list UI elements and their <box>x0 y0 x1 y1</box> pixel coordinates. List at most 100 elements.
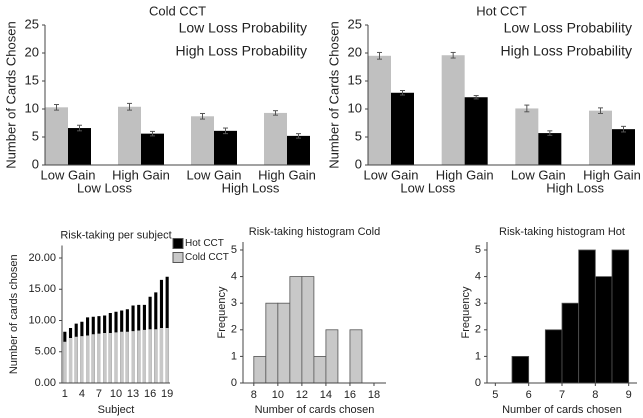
x-tick-label: 9 <box>626 389 632 401</box>
y-tick-label: 5 <box>32 128 39 143</box>
y-tick-label: 1 <box>231 350 237 362</box>
x-tick-label: Low Gain <box>511 167 566 182</box>
bar <box>103 333 107 383</box>
x-tick-label: 16 <box>344 389 356 401</box>
y-axis-label: Number of cards chosen <box>8 254 20 374</box>
y-tick-label: 15 <box>25 72 39 87</box>
bar <box>125 331 129 383</box>
histogram-bar <box>325 329 339 384</box>
y-tick-label: 20 <box>25 44 39 59</box>
bar <box>612 129 635 165</box>
legend-swatch <box>172 238 184 249</box>
x-tick-label: 14 <box>320 389 332 401</box>
bar <box>91 334 95 383</box>
x-tick-label: 12 <box>296 389 308 401</box>
chart-title: Risk-taking per subject <box>60 229 171 241</box>
x-tick-label: 10 <box>272 389 284 401</box>
x-tick-label: 18 <box>368 389 380 401</box>
y-tick-label: 0.00 <box>35 377 56 389</box>
y-tick-label: 10 <box>25 100 39 115</box>
y-tick-label: 0 <box>355 156 362 171</box>
y-tick-label: 0 <box>475 377 481 389</box>
legend-label: Low Loss Probability <box>504 20 632 36</box>
y-tick-label: 25 <box>348 16 362 31</box>
x-tick-label: 10 <box>110 388 122 400</box>
x-tick-label: High Gain <box>258 167 316 182</box>
x-tick-label: 7 <box>96 388 102 400</box>
bar <box>131 331 135 383</box>
histogram-bar <box>277 302 291 384</box>
bar <box>63 341 67 383</box>
y-tick-label: 20.00 <box>28 252 56 264</box>
x-group-label: High Loss <box>222 180 280 195</box>
histogram-bar <box>544 329 563 384</box>
bar <box>80 336 84 383</box>
bar <box>515 108 539 165</box>
y-tick-label: 2 <box>231 324 237 336</box>
bar <box>264 112 287 165</box>
y-tick-label: 1 <box>475 350 481 362</box>
legend-label: Hot CCT <box>185 238 224 249</box>
y-axis-label: Frequency <box>460 286 472 338</box>
y-tick-label: 4 <box>231 270 237 282</box>
bar <box>120 331 124 383</box>
y-tick-label: 5.00 <box>35 346 56 358</box>
y-tick-label: 0 <box>231 377 237 389</box>
y-tick-label: 3 <box>475 297 481 309</box>
bar <box>142 329 146 383</box>
y-tick-label: 10 <box>348 100 362 115</box>
x-tick-label: 13 <box>127 388 139 400</box>
x-tick-label: High Gain <box>436 167 494 182</box>
bar <box>118 106 141 165</box>
histogram-bar <box>594 276 613 384</box>
x-tick-label: High Gain <box>583 167 641 182</box>
chart-title: Cold CCT <box>149 3 206 18</box>
bar <box>74 336 78 383</box>
y-tick-label: 20 <box>348 44 362 59</box>
x-tick-label: Low Gain <box>187 167 242 182</box>
y-tick-label: 5 <box>355 128 362 143</box>
bar <box>214 130 237 165</box>
y-tick-label: 4 <box>475 270 481 282</box>
bar <box>368 55 391 165</box>
y-tick-label: 3 <box>231 297 237 309</box>
histogram-bar <box>301 276 315 384</box>
bar <box>287 135 310 165</box>
histogram-bar <box>611 249 630 384</box>
bar <box>391 92 414 165</box>
bar <box>159 328 164 383</box>
x-group-label: High Loss <box>546 180 604 195</box>
x-tick-label: 8 <box>251 389 257 401</box>
bar <box>464 97 488 165</box>
bar <box>68 128 91 165</box>
bar <box>538 133 562 165</box>
bar <box>97 333 101 383</box>
legend-label: Low Loss Probability <box>179 20 307 36</box>
x-tick-label: High Gain <box>112 167 170 182</box>
y-tick-label: 15.00 <box>28 283 56 295</box>
x-axis-label: Subject <box>98 404 135 416</box>
x-tick-label: 16 <box>144 388 156 400</box>
bar <box>165 328 169 383</box>
bar <box>191 116 214 165</box>
x-tick-label: 1 <box>62 388 68 400</box>
legend-swatch <box>172 252 184 263</box>
chart-title: Hot CCT <box>476 3 527 18</box>
y-tick-label: 15 <box>348 72 362 87</box>
histogram-bar <box>561 302 580 384</box>
bar <box>141 133 164 165</box>
y-axis-label: Number of Cards Chosen <box>3 21 18 168</box>
x-axis-label: Number of cards chosen <box>502 404 622 416</box>
bar <box>45 107 68 165</box>
histogram-bar <box>511 355 530 384</box>
legend-label: High Loss Probability <box>175 43 307 59</box>
y-axis-label: Frequency <box>216 286 228 338</box>
y-axis-label: Number of Cards Chosen <box>326 21 341 168</box>
histogram-bar <box>349 329 363 384</box>
y-tick-label: 5 <box>475 244 481 256</box>
histogram-bar <box>313 355 327 384</box>
x-tick-label: 8 <box>592 389 598 401</box>
x-group-label: Low Loss <box>400 180 455 195</box>
x-tick-label: 7 <box>559 389 565 401</box>
bar <box>108 333 112 383</box>
